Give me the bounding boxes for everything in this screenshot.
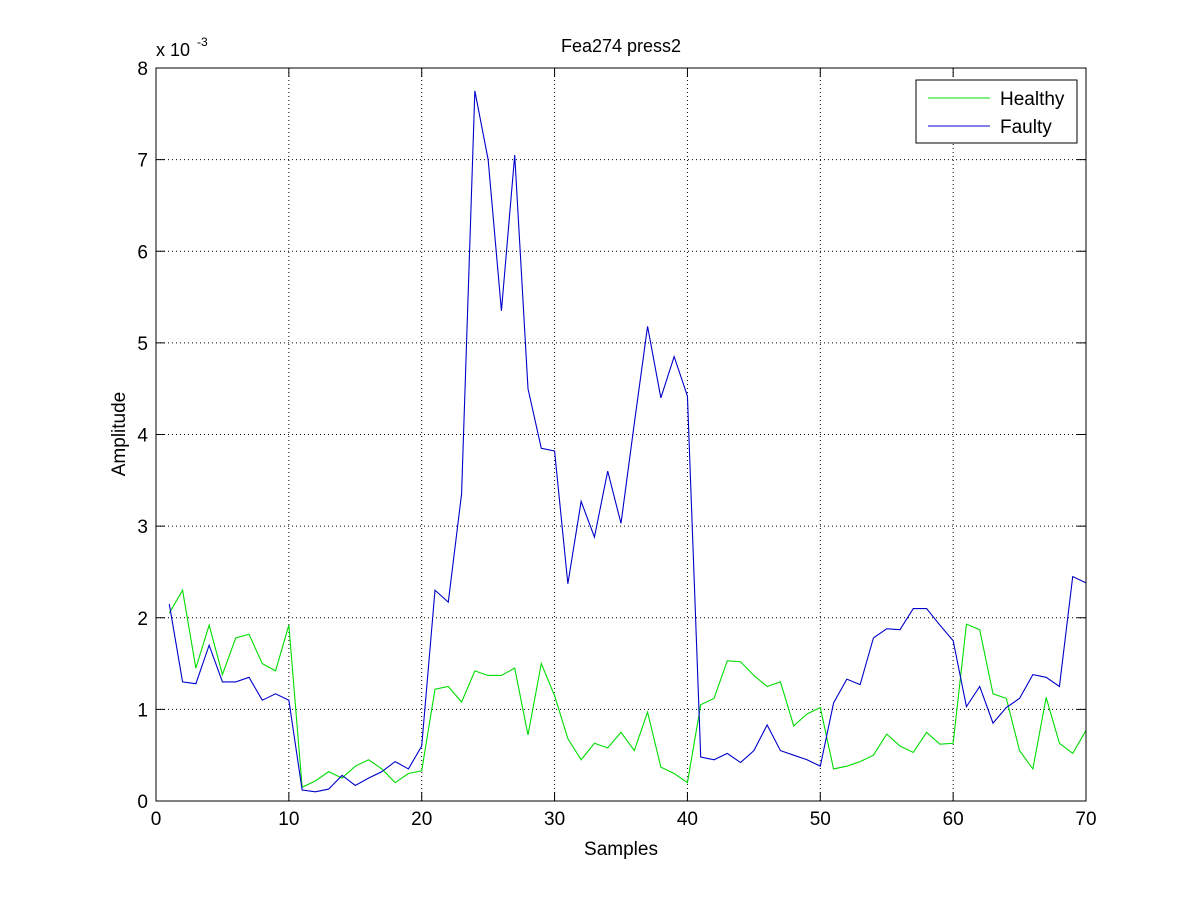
x-tick-label: 20 <box>411 809 432 830</box>
legend: Healthy Faulty <box>915 79 1078 144</box>
x-tick-label: 60 <box>943 809 964 830</box>
legend-box <box>915 79 1078 144</box>
x-tick-label: 0 <box>151 809 162 830</box>
y-exponent-power: -3 <box>197 35 208 49</box>
y-exponent-base: x 10 <box>156 40 190 60</box>
y-tick-label: 0 <box>137 792 148 813</box>
y-tick-label: 2 <box>137 609 148 630</box>
y-exponent: x 10 -3 <box>156 35 208 60</box>
y-tick-label: 1 <box>137 700 148 721</box>
series-line-healthy <box>168 588 1087 789</box>
axis-ticks: 0 10 20 30 40 50 60 70 0 1 2 3 4 5 6 7 8 <box>137 59 1096 830</box>
x-tick-label: 10 <box>278 809 299 830</box>
y-tick-label: 5 <box>137 334 148 355</box>
x-tick-label: 50 <box>810 809 831 830</box>
y-axis-label: Amplitude <box>109 392 130 477</box>
y-tick-label: 6 <box>137 242 148 263</box>
y-tick-label: 4 <box>137 426 148 447</box>
legend-label-faulty: Faulty <box>1000 117 1052 138</box>
x-tick-label: 30 <box>544 809 565 830</box>
series-line-faulty <box>168 90 1087 793</box>
chart-title: Fea274 press2 <box>561 36 681 56</box>
x-tick-label: 40 <box>677 809 698 830</box>
y-tick-label: 8 <box>137 59 148 80</box>
y-tick-label: 3 <box>137 517 148 538</box>
x-tick-label: 70 <box>1075 809 1096 830</box>
legend-label-healthy: Healthy <box>1000 89 1065 110</box>
x-axis-label: Samples <box>584 839 658 860</box>
y-tick-label: 7 <box>137 151 148 172</box>
series-lines <box>168 90 1087 793</box>
